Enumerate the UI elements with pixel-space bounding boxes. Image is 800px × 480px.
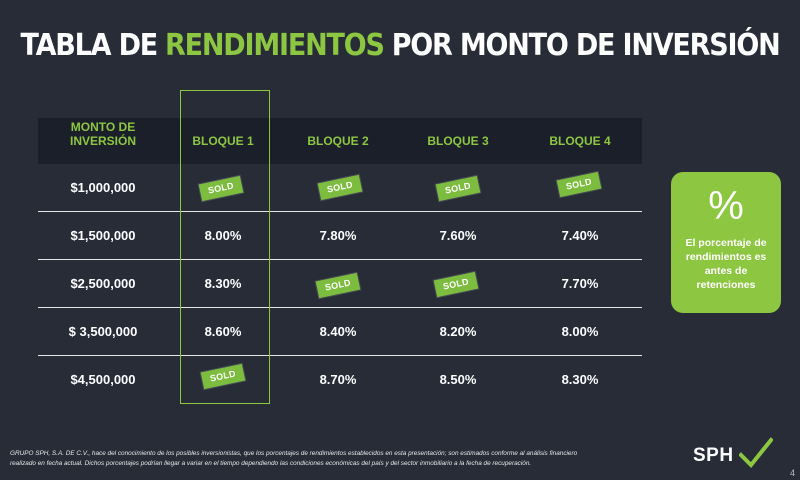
disclaimer-line-2: realizado en fecha actual. Dichos porcen… <box>10 460 532 467</box>
header-block-1: BLOQUE 1 <box>192 134 254 148</box>
retention-note-text: El porcentaje de rendimientos es antes d… <box>685 237 767 291</box>
yield-cell-block-1: 8.30% <box>168 260 278 307</box>
yield-cell-block-4: 8.30% <box>518 356 642 403</box>
yield-cell-block-3: 8.20% <box>398 308 518 355</box>
yield-cell-block-2: SOLD <box>278 260 398 307</box>
yield-cell-block-1: SOLD <box>168 164 278 211</box>
table-row: $4,500,000 SOLD 8.70% 8.50% 8.30% <box>38 356 642 403</box>
title-post: POR MONTO DE INVERSIÓN <box>391 28 781 63</box>
header-block-3: BLOQUE 3 <box>427 134 489 148</box>
yield-cell-block-2: 7.80% <box>278 212 398 259</box>
yield-value: 8.20% <box>439 324 477 339</box>
yield-value: 7.40% <box>561 228 599 243</box>
table-row: $1,500,000 8.00% 7.80% 7.60% 7.40% <box>38 212 642 260</box>
table-row: $ 3,500,000 8.60% 8.40% 8.20% 8.00% <box>38 308 642 356</box>
yield-value: 8.30% <box>561 372 599 387</box>
amount-cell: $2,500,000 <box>70 276 136 291</box>
sold-sticker: SOLD <box>198 175 244 202</box>
yield-table: MONTO DE INVERSIÓN BLOQUE 1 BLOQUE 2 BLO… <box>38 118 642 403</box>
amount-cell: $1,000,000 <box>70 180 136 195</box>
yield-cell-block-1: 8.60% <box>168 308 278 355</box>
sold-sticker: SOLD <box>200 363 246 390</box>
sold-sticker: SOLD <box>315 272 361 299</box>
title-accent: RENDIMIENTOS <box>165 28 385 63</box>
logo-text: SPH <box>693 445 734 466</box>
table-body: $1,000,000 SOLD SOLD SOLD SOLD $1,500,000 8.00… <box>38 164 642 403</box>
yield-value: 7.80% <box>319 228 357 243</box>
sph-logo: SPH <box>693 437 779 473</box>
yield-value: 8.40% <box>319 324 357 339</box>
yield-cell-block-3: SOLD <box>398 260 518 307</box>
slide-title: TABLA DE RENDIMIENTOS POR MONTO DE INVERSI… <box>0 28 800 63</box>
header-block-2: BLOQUE 2 <box>307 134 369 148</box>
yield-value: 8.60% <box>204 324 242 339</box>
yield-cell-block-2: 8.70% <box>278 356 398 403</box>
sold-sticker: SOLD <box>556 171 602 198</box>
header-block-4: BLOQUE 4 <box>549 134 611 148</box>
yield-cell-block-2: 8.40% <box>278 308 398 355</box>
yield-cell-block-3: 7.60% <box>398 212 518 259</box>
yield-cell-block-4: 7.40% <box>518 212 642 259</box>
yield-cell-block-4: 7.70% <box>518 260 642 307</box>
disclaimer-line-1: GRUPO SPH, S.A. DE C.V., hace del conoci… <box>10 450 578 457</box>
yield-value: 8.70% <box>319 372 357 387</box>
yield-value: 7.60% <box>439 228 477 243</box>
amount-cell: $ 3,500,000 <box>68 324 138 339</box>
yield-cell-block-3: SOLD <box>398 164 518 211</box>
sold-sticker: SOLD <box>435 175 481 202</box>
yield-cell-block-1: 8.00% <box>168 212 278 259</box>
yield-value: 8.00% <box>204 228 242 243</box>
yield-cell-block-4: SOLD <box>518 164 642 211</box>
percent-icon: % <box>708 184 744 228</box>
yield-value: 8.00% <box>561 324 599 339</box>
table-row: $1,000,000 SOLD SOLD SOLD SOLD <box>38 164 642 212</box>
yield-cell-block-2: SOLD <box>278 164 398 211</box>
table-row: $2,500,000 8.30% SOLD SOLD 7.70% <box>38 260 642 308</box>
yield-value: 7.70% <box>561 276 599 291</box>
table-header: MONTO DE INVERSIÓN BLOQUE 1 BLOQUE 2 BLO… <box>38 118 642 164</box>
amount-cell: $4,500,000 <box>70 372 136 387</box>
yield-value: 8.50% <box>439 372 477 387</box>
retention-note-badge: % El porcentaje de rendimientos es antes… <box>671 172 781 313</box>
amount-cell: $1,500,000 <box>70 228 136 243</box>
header-amount: MONTO DE INVERSIÓN <box>69 120 136 148</box>
disclaimer: GRUPO SPH, S.A. DE C.V., hace del conoci… <box>10 449 650 469</box>
checkmark-icon <box>739 437 773 468</box>
sold-sticker: SOLD <box>317 174 363 201</box>
yield-value: 8.30% <box>204 276 242 291</box>
yield-cell-block-1: SOLD <box>168 356 278 403</box>
yield-cell-block-4: 8.00% <box>518 308 642 355</box>
sold-sticker: SOLD <box>433 271 479 298</box>
yield-cell-block-3: 8.50% <box>398 356 518 403</box>
page-number: 4 <box>790 468 796 478</box>
title-pre: TABLA DE <box>20 28 158 63</box>
